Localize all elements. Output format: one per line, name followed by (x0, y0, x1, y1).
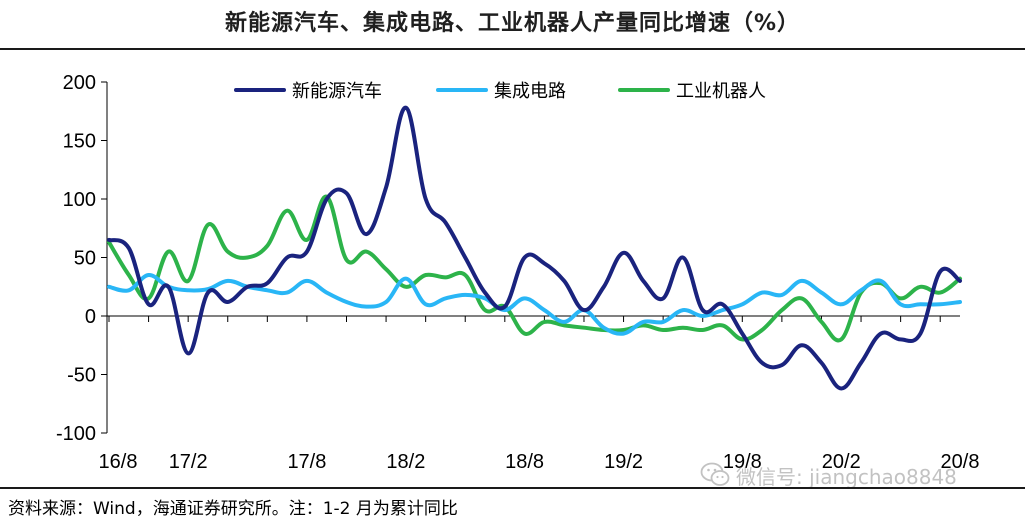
chart-title: 新能源汽车、集成电路、工业机器人产量同比增速（%） (224, 11, 801, 36)
source-note: 资料来源：Wind，海通证券研究所。注：1-2 月为累计同比 (8, 499, 458, 519)
x-tick-label: 18/8 (505, 451, 544, 473)
legend-label-3: 工业机器人 (676, 81, 766, 102)
x-tick-label: 19/2 (604, 451, 643, 473)
axes-group: -100 -50 0 50 100 150 200 16/8 17/2 17/8 18/2 18/8 1… (56, 72, 980, 473)
x-tick-label: 18/2 (386, 451, 425, 473)
wechat-icon (700, 462, 730, 486)
y-tick-label: 150 (63, 131, 96, 153)
x-tick-label: 19/8 (723, 451, 762, 473)
legend-label-2: 集成电路 (494, 81, 566, 102)
series-line-1 (107, 105, 962, 391)
y-tick-label: -50 (67, 365, 96, 387)
y-tick-label: -100 (56, 423, 96, 445)
x-tick-label: 17/8 (287, 451, 326, 473)
series-lines-group (107, 105, 962, 391)
x-tick-label: 16/8 (99, 451, 138, 473)
bottom-rule (0, 487, 1025, 489)
legend-group: 新能源汽车 集成电路 工业机器人 (234, 81, 766, 102)
watermark: 微信号: jiangchao8848 (700, 460, 957, 490)
x-tick-label: 20/2 (822, 451, 861, 473)
x-tick-label: 17/2 (169, 451, 208, 473)
watermark-text: 微信号: jiangchao8848 (736, 464, 957, 489)
series-line-3 (107, 194, 962, 343)
legend-label-1: 新能源汽车 (292, 81, 382, 102)
series-line-2 (107, 273, 962, 336)
top-rule (0, 48, 1025, 50)
y-tick-label: 100 (63, 189, 96, 211)
x-tick-label: 20/8 (941, 451, 980, 473)
y-tick-label: 200 (63, 72, 96, 94)
y-tick-label: 0 (85, 306, 96, 328)
y-tick-label: 50 (74, 248, 96, 270)
